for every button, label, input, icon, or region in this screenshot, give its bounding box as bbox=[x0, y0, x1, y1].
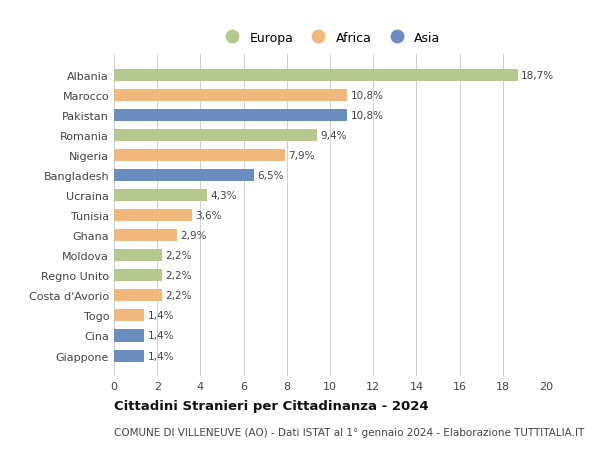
Text: 3,6%: 3,6% bbox=[195, 211, 221, 221]
Bar bbox=[114, 310, 144, 322]
Text: 1,4%: 1,4% bbox=[148, 311, 174, 321]
Bar bbox=[114, 170, 254, 182]
Text: 2,9%: 2,9% bbox=[180, 231, 206, 241]
Bar bbox=[114, 250, 161, 262]
Text: 2,2%: 2,2% bbox=[165, 251, 191, 261]
Text: Cittadini Stranieri per Cittadinanza - 2024: Cittadini Stranieri per Cittadinanza - 2… bbox=[114, 399, 428, 412]
Bar bbox=[114, 270, 161, 282]
Text: 4,3%: 4,3% bbox=[210, 191, 236, 201]
Text: COMUNE DI VILLENEUVE (AO) - Dati ISTAT al 1° gennaio 2024 - Elaborazione TUTTITA: COMUNE DI VILLENEUVE (AO) - Dati ISTAT a… bbox=[114, 427, 584, 437]
Text: 18,7%: 18,7% bbox=[521, 71, 554, 81]
Bar bbox=[114, 130, 317, 142]
Bar bbox=[114, 350, 144, 362]
Text: 1,4%: 1,4% bbox=[148, 331, 174, 341]
Bar bbox=[114, 330, 144, 342]
Bar bbox=[114, 190, 207, 202]
Bar bbox=[114, 90, 347, 102]
Bar bbox=[114, 70, 518, 82]
Text: 6,5%: 6,5% bbox=[257, 171, 284, 181]
Bar bbox=[114, 230, 176, 242]
Bar bbox=[114, 290, 161, 302]
Text: 9,4%: 9,4% bbox=[320, 131, 347, 141]
Legend: Europa, Africa, Asia: Europa, Africa, Asia bbox=[217, 29, 443, 47]
Text: 10,8%: 10,8% bbox=[350, 111, 383, 121]
Text: 10,8%: 10,8% bbox=[350, 91, 383, 101]
Text: 2,2%: 2,2% bbox=[165, 271, 191, 281]
Bar bbox=[114, 210, 192, 222]
Bar bbox=[114, 110, 347, 122]
Text: 1,4%: 1,4% bbox=[148, 351, 174, 361]
Text: 2,2%: 2,2% bbox=[165, 291, 191, 301]
Text: 7,9%: 7,9% bbox=[288, 151, 314, 161]
Bar bbox=[114, 150, 284, 162]
